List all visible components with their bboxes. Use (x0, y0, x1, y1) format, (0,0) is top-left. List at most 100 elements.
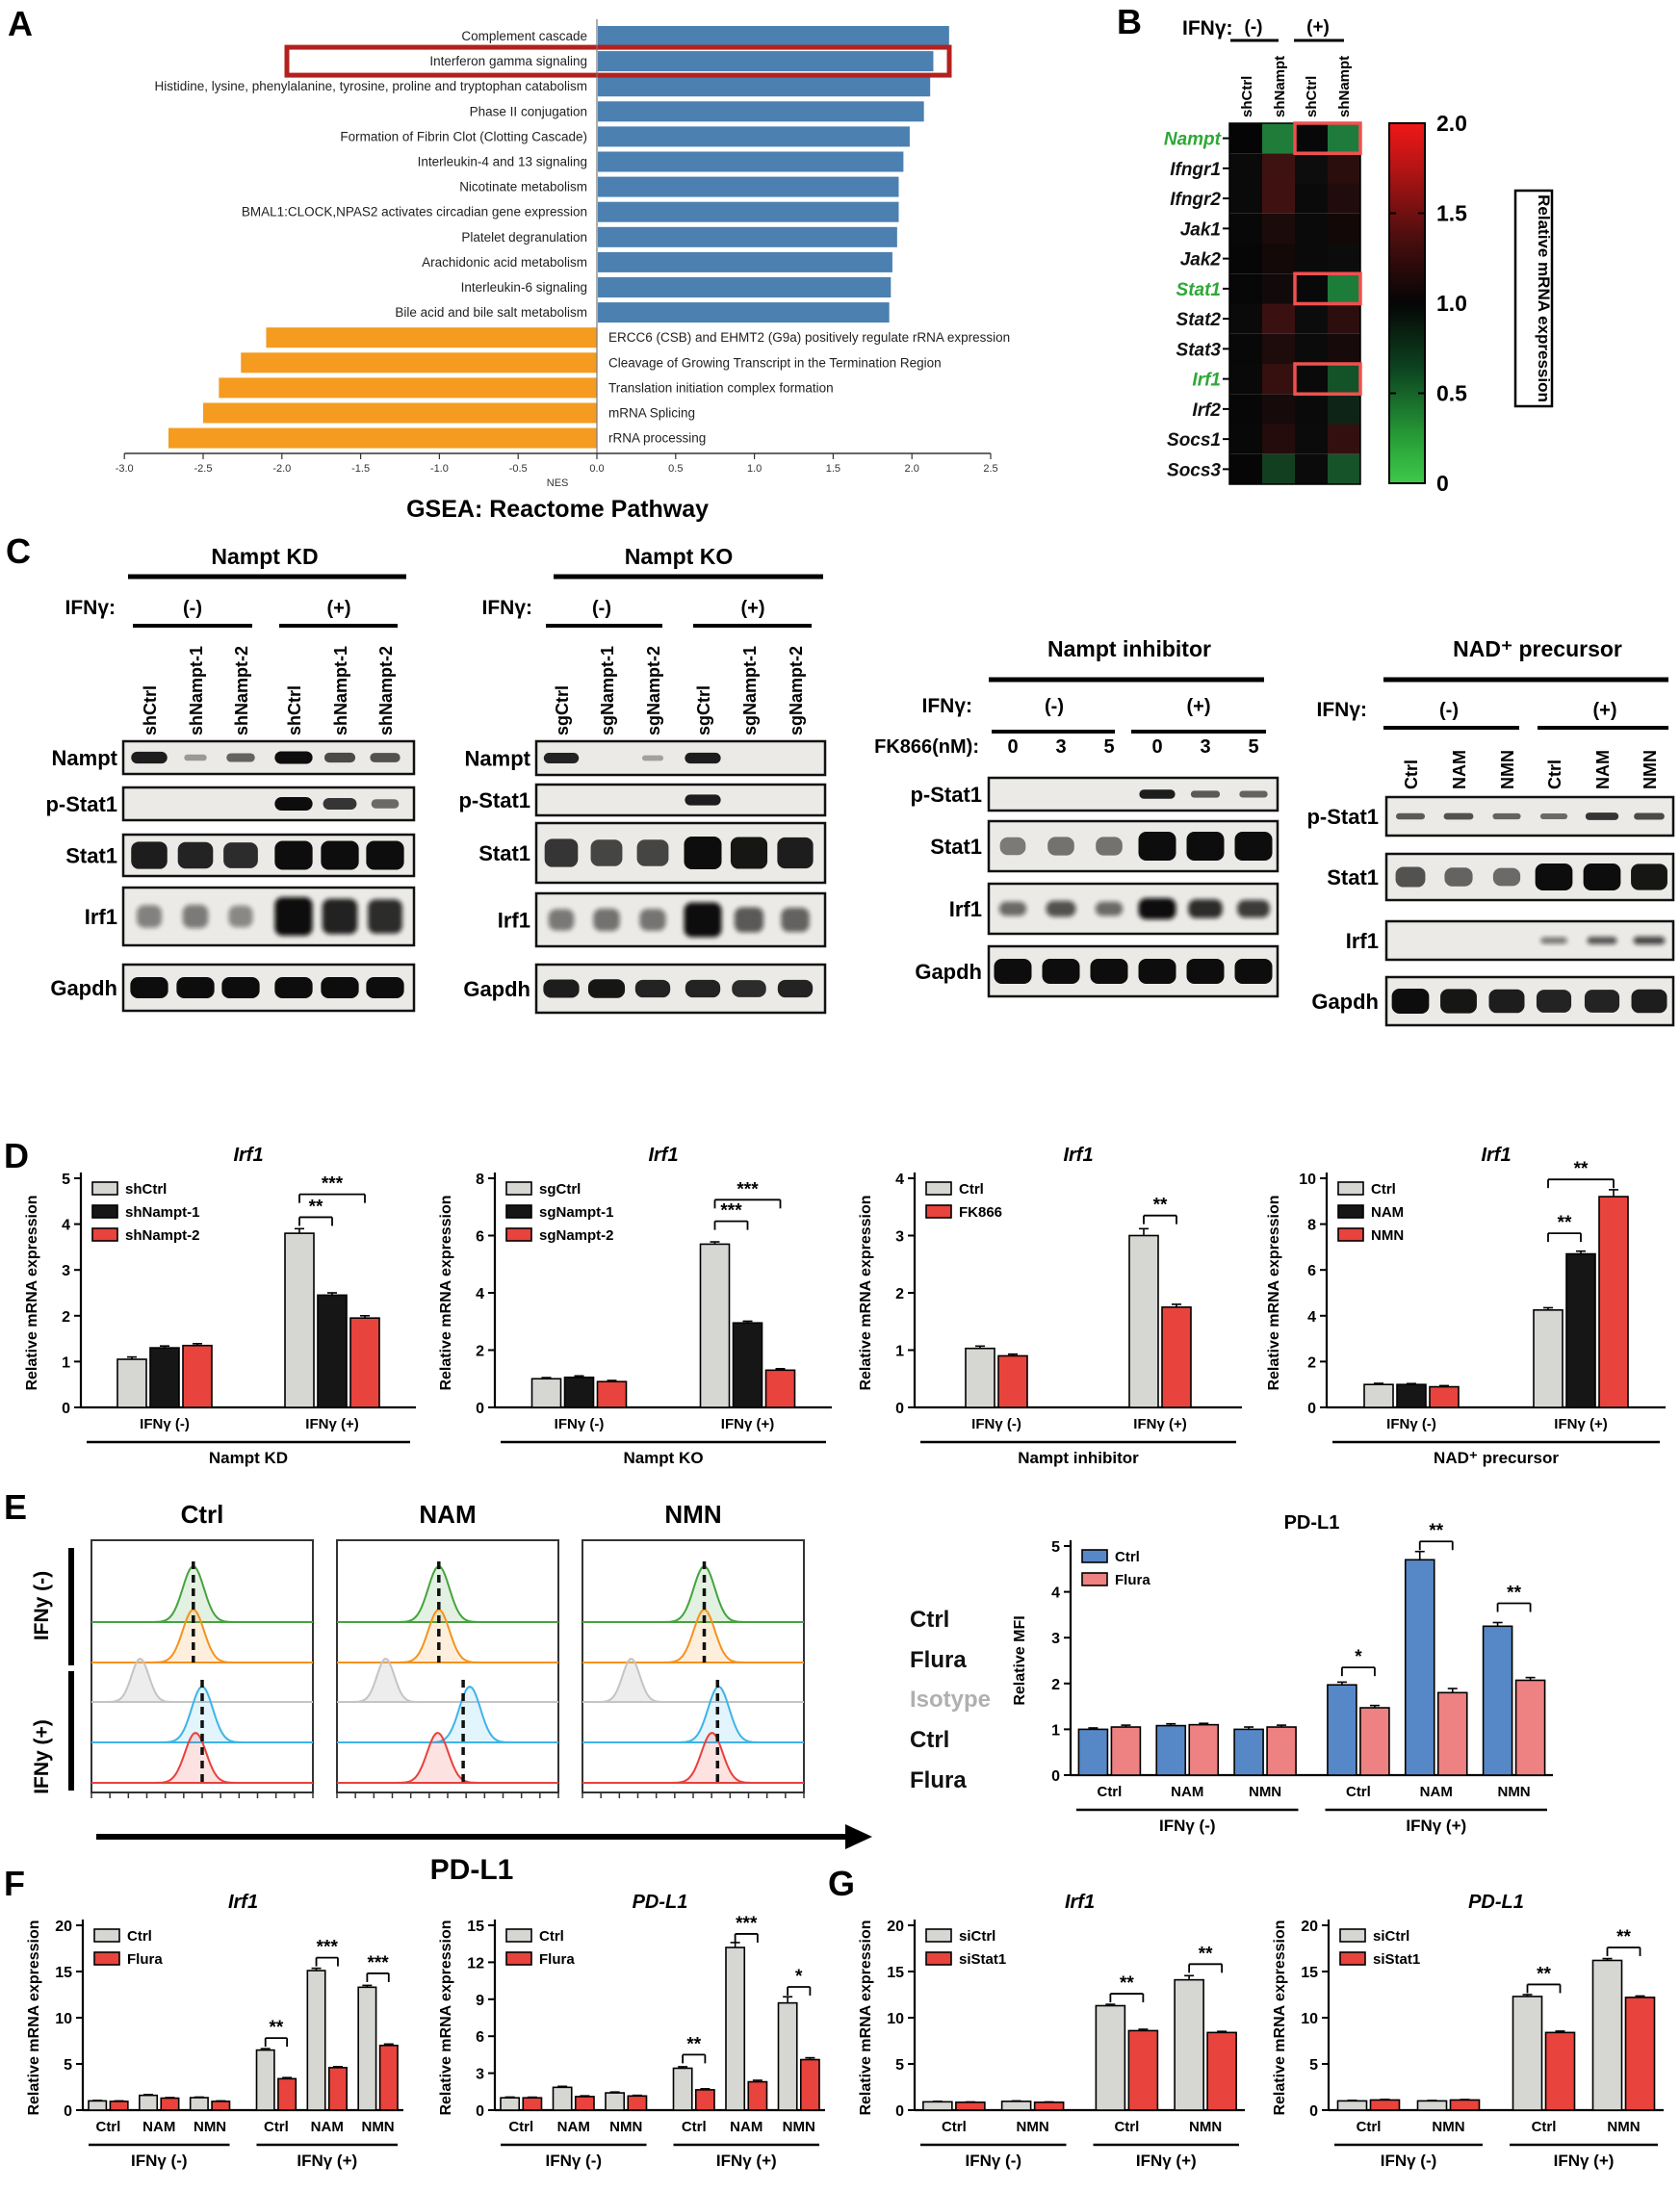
flow-curve-label: Ctrl (910, 1727, 949, 1753)
blot-band (371, 799, 400, 809)
blot-fk-label: FK866(nM): (874, 736, 979, 758)
legend-swatch (505, 1227, 532, 1242)
bar (284, 1232, 315, 1408)
gsea-x-tick: -3.0 (116, 463, 134, 475)
chart-g2: 0 5 10 15 20 Relative mRNA expression PD-L1 siC… (1272, 1892, 1664, 2170)
heatmap-gene-label: Stat1 (1176, 280, 1221, 300)
y-axis-label: Relative MFI (1012, 1615, 1028, 1705)
flow-curve (91, 1564, 313, 1623)
blot-band (1138, 898, 1176, 919)
blot-lane-label: shNampt-1 (331, 646, 350, 735)
bar (116, 1358, 147, 1408)
blot-lane-label: NMN (1641, 750, 1660, 789)
flow-curve (582, 1565, 804, 1623)
legend-swatch (925, 1181, 952, 1196)
panel-label-e: E (4, 1487, 28, 1527)
heatmap-condition-minus: (-) (1245, 17, 1263, 38)
heatmap-cell (1229, 123, 1262, 154)
blot-lane-label: Ctrl (1545, 760, 1564, 789)
legend-swatch (505, 1951, 532, 1966)
bar (1449, 2099, 1481, 2111)
blot-band (1633, 936, 1666, 945)
heatmap-cell (1295, 153, 1328, 184)
y-tick-label: 0 (1307, 1401, 1316, 1417)
blot-box (121, 886, 416, 947)
bar (1174, 1978, 1204, 2111)
blot-lane-label: NMN (1498, 750, 1517, 789)
sig-label: ** (309, 1197, 323, 1217)
blot-row-label: Nampt (465, 747, 531, 771)
blot-row-label: Stat1 (478, 841, 530, 865)
blot-band (1492, 812, 1521, 820)
category-label: Ctrl (1532, 2119, 1557, 2135)
gsea-bar-label: Phase II conjugation (470, 104, 587, 118)
gsea-x-tick: 0.0 (589, 463, 604, 475)
gsea-x-tick: 1.5 (826, 463, 840, 475)
blot-band (321, 840, 359, 870)
y-tick-label: 2 (62, 1309, 70, 1326)
bar (627, 2095, 648, 2111)
y-tick-label: 4 (895, 1172, 904, 1188)
flow-curve-label: Isotype (910, 1687, 991, 1713)
blot-condition-plus: (+) (1187, 696, 1211, 717)
y-tick-label: 2 (1051, 1677, 1060, 1693)
flow-curve-label: Ctrl (910, 1607, 949, 1633)
bar (552, 2086, 573, 2111)
bar (1206, 2031, 1237, 2111)
blot-band (1138, 832, 1176, 861)
gsea-bar (598, 151, 904, 172)
flow-curve (582, 1609, 804, 1663)
blot-row-label: p-Stat1 (458, 788, 530, 812)
section-label: IFNγ (+) (1554, 2152, 1615, 2170)
blot-band (1585, 812, 1619, 820)
legend-swatch (925, 1951, 952, 1966)
gsea-bar-label: Bile acid and bile salt metabolism (395, 305, 587, 320)
chart-title: PD-L1 (633, 1892, 688, 1913)
heatmap-cell (1262, 273, 1295, 304)
chart-d4: 0 2 4 6 8 10 Relative mRNA expression Irf1 Ctrl N… (1266, 1145, 1666, 1467)
bar (182, 1344, 213, 1408)
heatmap-cell (1328, 153, 1360, 184)
category-label: NAM (557, 2119, 590, 2135)
y-tick-label: 5 (62, 1172, 70, 1188)
heatmap-col-label: shCtrl (1304, 76, 1320, 117)
category-label: NMN (361, 2119, 394, 2135)
blot-ifng-label: IFNγ: (1317, 699, 1368, 721)
category-label: Ctrl (682, 2119, 707, 2135)
y-tick-label: 20 (1301, 1919, 1318, 1935)
blot-band (641, 755, 664, 761)
legend-swatch (925, 1928, 952, 1943)
gsea-x-tick: -0.5 (509, 463, 528, 475)
bar (1512, 1996, 1543, 2111)
heatmap-cell (1328, 183, 1360, 214)
blot-band (226, 753, 255, 762)
heatmap-cell (1262, 453, 1295, 484)
legend-label: shNampt-2 (125, 1227, 200, 1244)
y-axis-label: Relative mRNA expression (24, 1195, 40, 1390)
blot-band (1188, 899, 1223, 918)
bar (1404, 1559, 1435, 1776)
bar (955, 2101, 986, 2111)
blot-band (1536, 990, 1572, 1013)
bar (1416, 2100, 1448, 2111)
flow-curve (337, 1732, 558, 1784)
blot-row-label: Gapdh (915, 960, 982, 984)
heatmap-cell (1229, 183, 1262, 214)
category-label: IFNγ (+) (305, 1416, 358, 1432)
category-label: IFNγ (+) (1554, 1416, 1607, 1432)
chart-f2: 0 3 6 9 12 15 Relative mRNA expression PD-L1 Ctr… (438, 1892, 825, 2170)
sig-label: ** (270, 2018, 284, 2038)
y-tick-label: 0 (895, 1401, 904, 1417)
gsea-bar-label: Platelet degranulation (461, 230, 587, 245)
gsea-bar-label: Interleukin-4 and 13 signaling (418, 155, 587, 169)
category-label: NMN (1017, 2119, 1049, 2135)
gsea-title: GSEA: Reactome Pathway (406, 496, 709, 523)
blot-fk-value: 0 (1007, 736, 1018, 758)
blot-lane-label: NAM (1593, 750, 1613, 789)
blot-band (274, 840, 313, 870)
y-tick-label: 15 (1301, 1965, 1318, 1981)
blot-box (1384, 795, 1675, 838)
y-tick-label: 0 (1051, 1768, 1060, 1785)
blot-band (1138, 959, 1176, 984)
category-label: NAM (1420, 1784, 1453, 1800)
